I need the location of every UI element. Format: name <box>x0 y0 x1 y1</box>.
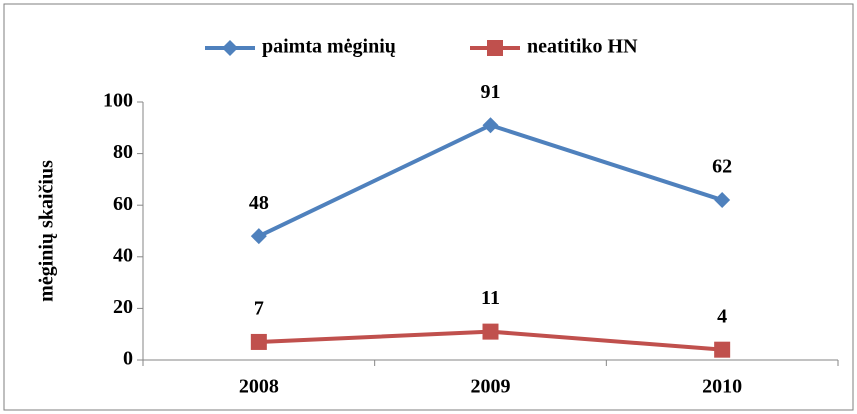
legend-marker <box>487 40 503 56</box>
legend-label: paimta mėginių <box>262 36 396 58</box>
data-label: 11 <box>481 287 500 309</box>
data-label: 91 <box>481 81 501 103</box>
x-tick-label: 2009 <box>471 376 511 398</box>
data-label: 48 <box>249 192 269 214</box>
data-point <box>250 333 267 350</box>
data-label: 62 <box>712 156 732 178</box>
chart-border <box>3 3 854 411</box>
legend-marker <box>222 40 238 56</box>
y-axis-title: mėginių skaičius <box>36 160 58 302</box>
y-tick-label: 100 <box>103 90 133 112</box>
y-tick-label: 80 <box>113 141 133 163</box>
data-point <box>714 341 731 358</box>
y-tick-label: 0 <box>123 348 133 370</box>
data-label: 7 <box>254 298 264 320</box>
y-tick-label: 40 <box>113 244 133 266</box>
data-point <box>482 323 499 340</box>
data-point <box>482 117 499 134</box>
data-point <box>250 228 267 245</box>
y-tick-label: 60 <box>113 193 133 215</box>
data-label: 4 <box>717 305 727 327</box>
x-tick-label: 2010 <box>702 376 742 398</box>
x-tick-label: 2008 <box>239 376 279 398</box>
y-tick-label: 20 <box>113 296 133 318</box>
data-point <box>714 192 731 209</box>
legend-label: neatitiko HN <box>527 36 638 58</box>
